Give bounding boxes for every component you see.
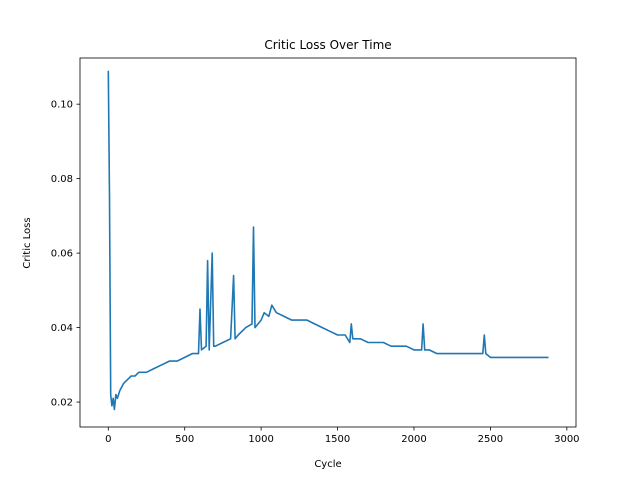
chart-title: Critic Loss Over Time: [264, 38, 391, 52]
y-tick-label: 0.04: [51, 323, 73, 334]
y-tick-label: 0.10: [51, 100, 73, 111]
x-tick-label: 1500: [325, 434, 350, 445]
x-tick-label: 1000: [248, 434, 273, 445]
y-axis-label: Critic Loss: [22, 217, 33, 268]
x-tick-label: 2000: [401, 434, 426, 445]
y-tick-label: 0.02: [51, 398, 73, 409]
x-tick-label: 2500: [478, 434, 503, 445]
x-tick-label: 500: [175, 434, 194, 445]
y-axis: 0.02 0.04 0.06 0.08 0.10: [51, 100, 80, 409]
x-tick-label: 0: [105, 434, 111, 445]
x-axis-label: Cycle: [314, 459, 341, 470]
x-axis: 0 500 1000 1500 2000 2500 3000: [105, 427, 580, 445]
y-tick-label: 0.08: [51, 174, 73, 185]
plot-area: [107, 70, 549, 411]
x-tick-label: 3000: [554, 434, 579, 445]
y-tick-label: 0.06: [51, 249, 73, 260]
axes-frame: [79, 57, 577, 428]
series-line: [107, 70, 549, 411]
